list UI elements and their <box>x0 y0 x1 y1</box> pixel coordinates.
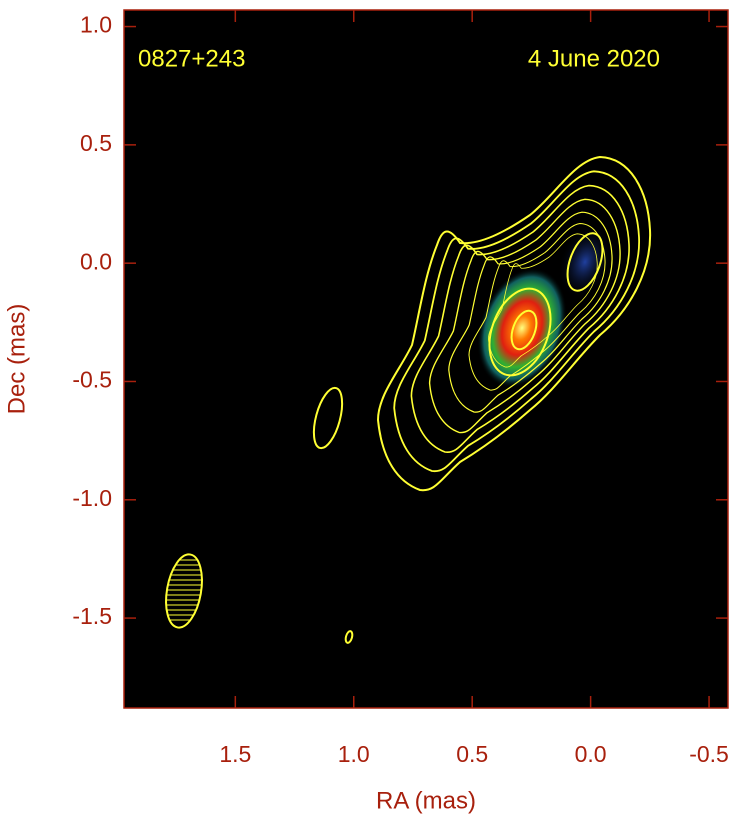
x-axis-label: RA (mas) <box>376 787 476 814</box>
x-tick-label: 1.5 <box>219 741 251 767</box>
y-tick-label: -1.0 <box>72 485 112 511</box>
y-tick-label: -0.5 <box>72 367 112 393</box>
y-tick-label: -1.5 <box>72 603 112 629</box>
y-tick-label: 0.5 <box>80 130 112 156</box>
epoch: 4 June 2020 <box>528 45 660 72</box>
y-axis-label: Dec (mas) <box>3 304 30 415</box>
knot <box>558 225 612 299</box>
source-name: 0827+243 <box>138 45 245 72</box>
x-tick-label: -0.5 <box>689 741 729 767</box>
contours <box>312 156 652 644</box>
y-tick-label: 0.0 <box>80 248 112 274</box>
x-tick-label: 1.0 <box>338 741 370 767</box>
beam <box>160 553 208 629</box>
x-tick-label: 0.0 <box>575 741 607 767</box>
plot-frame <box>123 9 729 709</box>
map <box>160 156 652 644</box>
y-tick-label: 1.0 <box>80 12 112 38</box>
x-tick-label: 0.5 <box>456 741 488 767</box>
